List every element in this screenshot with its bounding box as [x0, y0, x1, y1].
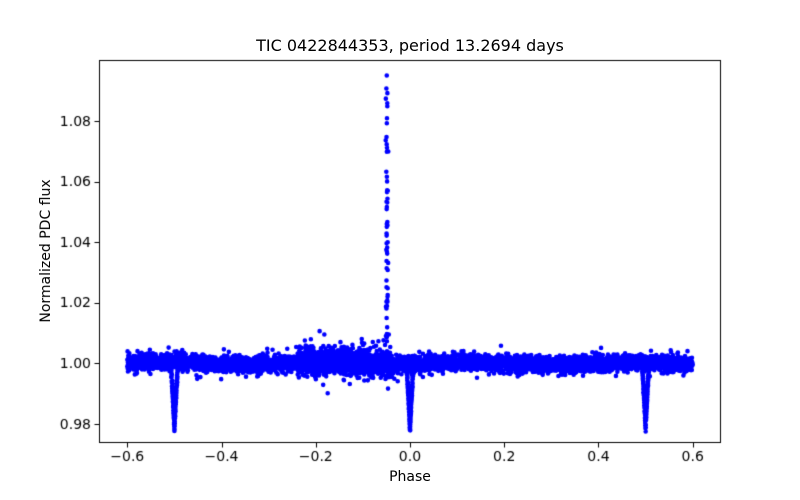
x-axis-label: Phase	[389, 469, 431, 485]
chart-title: TIC 0422844353, period 13.2694 days	[256, 36, 564, 55]
y-axis-label: Normalized PDC flux	[38, 179, 54, 323]
